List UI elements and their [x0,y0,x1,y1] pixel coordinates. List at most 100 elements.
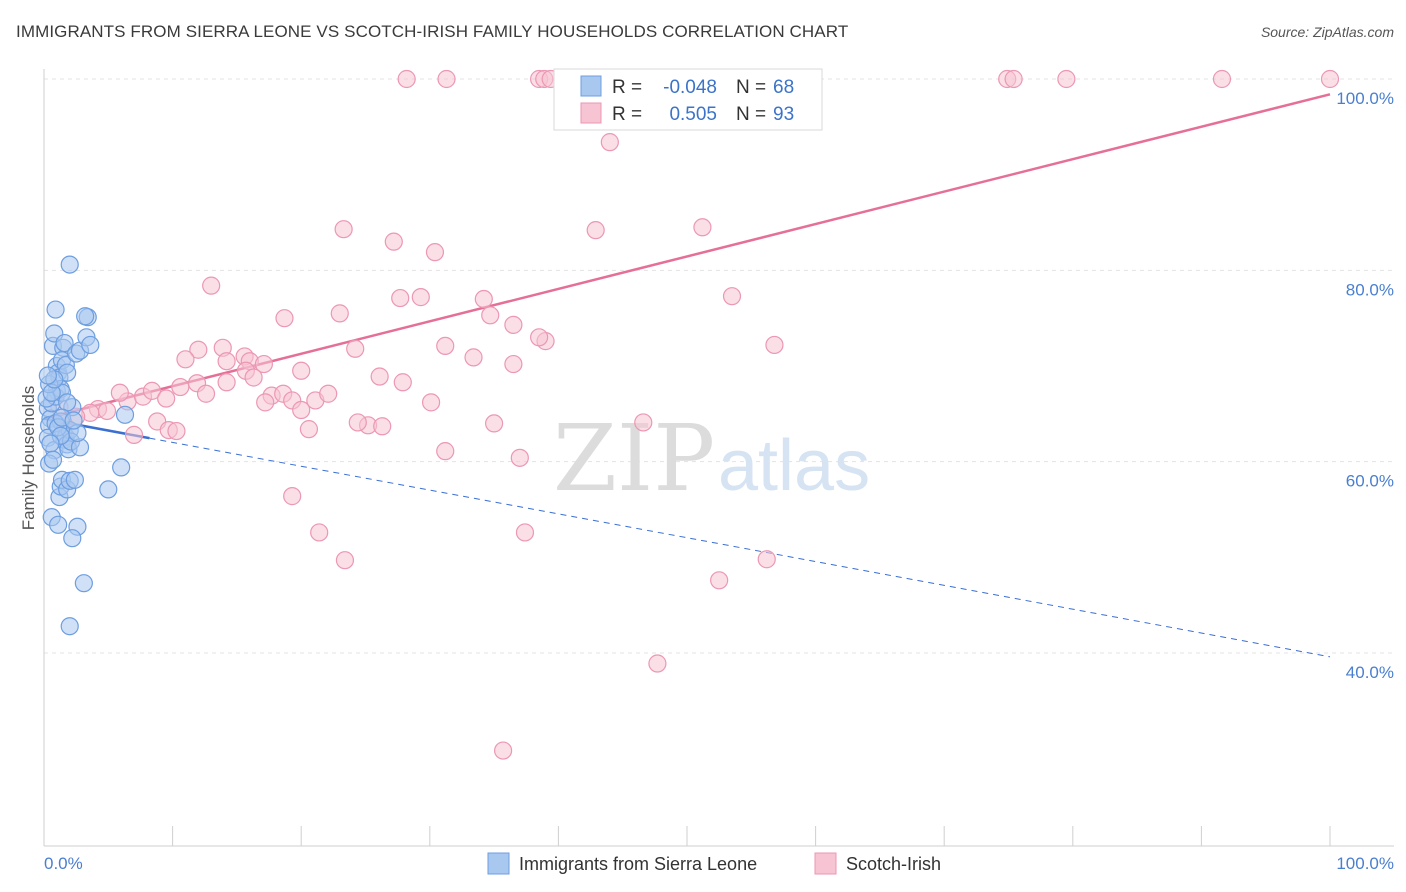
scotch-irish-point-68 [510,448,529,467]
scotch-irish-point-54 [217,373,236,392]
bottom-legend-swatch-blue [487,852,510,875]
legend-swatch-blue [580,75,602,97]
scotch-irish-point-57 [256,393,275,412]
scotch-irish-point-33 [481,306,500,325]
y-tick-label-80: 80.0% [1346,280,1394,299]
scotch-irish-point-48 [254,354,274,374]
scotch-irish-point-15 [1057,69,1076,89]
sierra-leone-point-53 [115,405,135,424]
scotch-irish-points [50,69,1340,760]
scotch-irish-point-1 [437,69,456,89]
scotch-irish-point-50 [292,361,311,380]
bottom-legend-swatch-pink [814,852,837,875]
sierra-leone-point-37 [65,470,84,489]
scotch-irish-point-22 [765,335,784,355]
stat-n-value-1: 68 [773,77,794,98]
scotch-irish-point-66 [421,393,441,412]
scotch-irish-point-92 [648,654,667,673]
stats-legend: R = -0.048 N = 68 R = 0.505 N = 93 [553,68,823,131]
y-tick-label-100: 100.0% [1336,89,1394,108]
scotch-irish-point-76 [110,383,129,402]
stat-n-value-2: 93 [773,104,794,125]
scotch-irish-point-86 [124,425,144,444]
sierra-leone-point-67 [64,411,83,430]
scotch-irish-point-36 [436,336,455,356]
stat-r-value-1: -0.048 [663,77,717,98]
scotch-irish-point-61 [319,384,338,403]
scotch-irish-point-44 [176,350,195,369]
sierra-leone-point-10 [46,300,65,319]
scotch-irish-point-14 [1004,69,1023,89]
sierra-leone-point-39 [63,529,82,548]
scotch-irish-point-94 [757,550,776,569]
scotch-irish-point-87 [283,487,302,506]
x-tick-label-min: 0.0% [44,854,83,873]
scotch-irish-point-65 [373,417,392,436]
scotch-irish-point-85 [167,421,186,441]
stat-n-label-1: N = [736,77,766,98]
y-axis-label: Family Households [19,386,38,531]
scotch-irish-point-37 [464,348,483,367]
scotch-irish-point-40 [393,373,412,392]
scotch-irish-point-90 [515,523,535,542]
scotch-irish-point-27 [275,309,294,328]
scotch-irish-point-24 [384,232,403,251]
legend-swatch-pink [580,102,602,124]
scotch-irish-point-20 [586,221,605,240]
sierra-leone-point-41 [60,255,79,274]
scotch-irish-point-53 [196,384,216,403]
scotch-irish-point-30 [391,288,410,308]
scotch-irish-point-35 [504,354,523,374]
sierra-leone-point-66 [38,366,57,385]
stat-r-value-2: 0.505 [669,104,717,125]
trendline-blue-dashed [149,437,1331,658]
sierra-leone-points [37,255,135,636]
bottom-legend-label-blue: Immigrants from Sierra Leone [519,854,757,874]
sierra-leone-point-63 [58,393,77,412]
scotch-irish-point-93 [494,741,513,760]
sierra-leone-point-46 [81,335,100,355]
y-tick-labels: 40.0% 60.0% 80.0% 100.0% [1336,89,1394,682]
sierra-leone-point-47 [76,307,95,326]
source-label: Source: ZipAtlas.com [1260,24,1394,40]
scotch-irish-point-16 [1212,69,1232,89]
sierra-leone-point-61 [43,450,63,469]
scotch-irish-point-67 [485,414,504,433]
scotch-irish-point-32 [474,289,493,309]
stat-r-label-1: R = [612,77,642,98]
scotch-irish-point-18 [600,133,619,152]
scotch-irish-point-51 [171,377,190,397]
trendlines [43,93,1331,658]
bottom-legend: Immigrants from Sierra Leone Scotch-Iris… [487,852,941,875]
scotch-irish-point-28 [330,304,349,323]
y-tick-label-40: 40.0% [1346,663,1394,682]
scotch-irish-point-75 [157,389,176,408]
scotch-irish-point-0 [397,69,416,89]
x-ticks [172,826,1331,846]
scotch-irish-point-88 [310,523,329,542]
scotch-irish-point-71 [348,413,367,432]
scotch-irish-point-39 [530,328,549,347]
scotch-irish-point-41 [370,367,389,386]
watermark-atlas: atlas [718,426,870,506]
scotch-irish-point-55 [244,368,263,387]
scotch-irish-point-29 [346,339,365,358]
watermark-zip: ZIP [553,405,715,512]
scotch-irish-point-69 [634,413,653,432]
scotch-irish-point-45 [217,352,236,371]
scotch-irish-point-62 [292,400,311,420]
scotch-irish-point-25 [425,243,445,262]
scotch-irish-point-78 [97,401,117,421]
sierra-leone-point-49 [74,574,93,593]
watermark: ZIP atlas [553,405,870,512]
scotch-irish-point-26 [202,276,221,295]
scotch-irish-point-43 [189,340,208,359]
sierra-leone-point-52 [112,458,131,477]
chart-title: IMMIGRANTS FROM SIERRA LEONE VS SCOTCH-I… [16,22,849,41]
sierra-leone-point-40 [49,515,68,534]
stat-n-label-2: N = [736,104,766,125]
scotch-irish-point-17 [1320,69,1340,89]
scotch-irish-point-91 [710,571,729,590]
sierra-leone-point-51 [99,480,118,499]
scotch-irish-point-38 [504,315,523,334]
